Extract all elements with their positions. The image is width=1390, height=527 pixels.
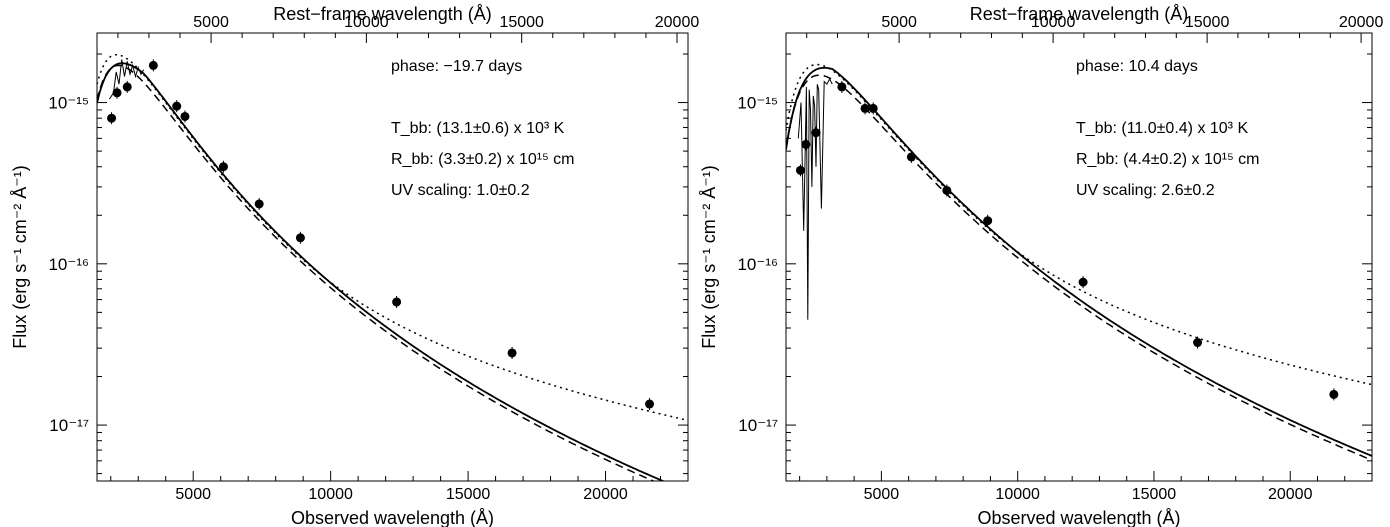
x-tick-label: 10000 xyxy=(308,486,353,503)
x-tick-label: 20000 xyxy=(1268,486,1313,503)
top-tick-label: 15000 xyxy=(1185,14,1230,31)
data-point xyxy=(392,297,402,307)
top-tick-label: 5000 xyxy=(881,14,917,31)
x-axis-title: Observed wavelength (Å) xyxy=(291,508,494,527)
top-tick-label: 5000 xyxy=(193,14,229,31)
annotation-uv: UV scaling: 2.6±0.2 xyxy=(1076,182,1215,199)
data-point xyxy=(942,185,952,195)
data-point xyxy=(172,101,182,111)
data-point xyxy=(868,103,878,113)
model-curve-dashed xyxy=(786,74,1372,461)
x-axis-title: Observed wavelength (Å) xyxy=(977,508,1180,527)
data-point xyxy=(811,128,821,138)
data-point xyxy=(148,60,158,70)
data-point xyxy=(860,103,870,113)
top-axis-title: Rest−frame wavelength (Å) xyxy=(970,4,1189,24)
y-axis-title: Flux (erg s⁻¹ cm⁻² Å⁻¹) xyxy=(699,165,719,349)
data-point xyxy=(983,216,993,226)
y-tick-label: 10⁻¹⁵ xyxy=(48,94,89,113)
x-tick-label: 10000 xyxy=(995,486,1040,503)
x-tick-label: 5000 xyxy=(175,486,211,503)
data-point xyxy=(645,399,655,409)
x-tick-label: 20000 xyxy=(583,486,628,503)
data-point xyxy=(507,348,517,358)
top-tick-label: 10000 xyxy=(1031,14,1076,31)
sed-panel-left: 5000 10000 15000 20000 5000 10000 15000 20000 10… xyxy=(10,4,699,527)
uv-spectrum xyxy=(797,77,833,320)
plot-area xyxy=(97,53,688,481)
model-curve-dotted xyxy=(97,53,688,422)
uv-spectrum xyxy=(108,59,145,100)
plot-area xyxy=(786,63,1372,461)
top-tick-label: 20000 xyxy=(1339,14,1384,31)
x-tick-label: 5000 xyxy=(864,486,900,503)
data-point xyxy=(295,233,305,243)
annotation-rbb: R_bb: (3.3±0.2) x 10¹⁵ cm xyxy=(391,151,574,168)
data-point xyxy=(837,82,847,92)
y-tick-label: 10⁻¹⁶ xyxy=(737,255,778,274)
data-point xyxy=(1078,277,1088,287)
data-point xyxy=(1329,389,1339,399)
data-point xyxy=(254,199,264,209)
x-tick-label: 15000 xyxy=(1132,486,1177,503)
plot-frame xyxy=(96,32,689,482)
top-tick-label: 20000 xyxy=(655,14,700,31)
top-tick-label: 15000 xyxy=(499,14,544,31)
plot-frame xyxy=(785,32,1373,482)
model-curve-dashed xyxy=(97,64,656,481)
data-point xyxy=(218,162,228,172)
data-point xyxy=(107,113,117,123)
data-point xyxy=(180,111,190,121)
y-tick-label: 10⁻¹⁷ xyxy=(738,416,778,435)
annotation-phase: phase: −19.7 days xyxy=(391,58,522,75)
y-tick-label: 10⁻¹⁵ xyxy=(737,94,778,113)
y-axis-title: Flux (erg s⁻¹ cm⁻² Å⁻¹) xyxy=(10,165,30,349)
x-tick-label: 15000 xyxy=(446,486,491,503)
sed-panel-right: 5000 10000 15000 20000 5000 10000 15000 20000 10… xyxy=(699,4,1383,527)
annotation-phase: phase: 10.4 days xyxy=(1076,58,1198,75)
annotation-tbb: T_bb: (13.1±0.6) x 10³ K xyxy=(391,120,565,137)
data-point xyxy=(122,82,132,92)
top-tick-label: 10000 xyxy=(344,14,389,31)
y-tick-label: 10⁻¹⁷ xyxy=(49,416,89,435)
annotation-uv: UV scaling: 1.0±0.2 xyxy=(391,182,530,199)
data-point xyxy=(906,152,916,162)
y-tick-label: 10⁻¹⁶ xyxy=(48,255,89,274)
model-curve-solid xyxy=(97,62,666,481)
annotation-rbb: R_bb: (4.4±0.2) x 10¹⁵ cm xyxy=(1076,151,1259,168)
data-point xyxy=(112,88,122,98)
model-curve-dotted xyxy=(786,63,1372,386)
model-curve-solid xyxy=(786,66,1372,457)
top-axis-title: Rest−frame wavelength (Å) xyxy=(273,4,492,24)
data-point xyxy=(801,139,811,149)
data-point xyxy=(795,165,805,175)
annotation-tbb: T_bb: (11.0±0.4) x 10³ K xyxy=(1076,120,1248,137)
data-point xyxy=(1193,338,1203,348)
